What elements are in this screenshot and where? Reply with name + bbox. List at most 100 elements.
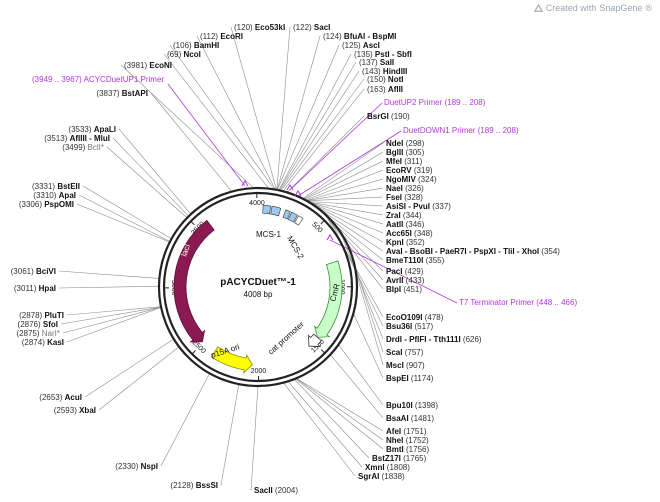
- site-label-left-2[interactable]: (3513) AflIII - MluI: [44, 134, 110, 143]
- site-label-left-12[interactable]: (2874) KasI: [22, 338, 64, 347]
- site-label-right-42[interactable]: BstZ17I (1765): [372, 454, 427, 463]
- site-label-right-0[interactable]: (120) Eco53kI: [234, 23, 285, 32]
- site-label-right-8[interactable]: (137) SalI: [359, 58, 394, 67]
- site-position: (3306): [19, 200, 42, 209]
- site-label-right-16[interactable]: MfeI (311): [386, 157, 423, 166]
- site-label-right-38[interactable]: BsaAI (1481): [386, 414, 434, 423]
- site-name: BlpI: [386, 285, 401, 294]
- site-label-right-9[interactable]: (3981) EcoNI: [124, 61, 172, 70]
- site-label-right-5[interactable]: (125) AscI: [342, 41, 380, 50]
- feature-MCS-1-a[interactable]: [262, 204, 272, 215]
- site-position: (1756): [406, 445, 429, 454]
- primer-label-1[interactable]: DuetUP2 Primer (189 .. 208): [384, 98, 486, 107]
- site-label-right-21[interactable]: AsiSI - PvuI (337): [386, 202, 451, 211]
- feature-cat-promoter[interactable]: [308, 333, 322, 348]
- leader-line: [196, 35, 276, 190]
- primer-label-2[interactable]: DuetDOWN1 Primer (189 .. 208): [403, 126, 519, 135]
- primer-name: DuetDOWN1 Primer: [403, 126, 478, 135]
- site-label-left-0[interactable]: (3837) BstAPI: [96, 89, 148, 98]
- site-label-right-11[interactable]: (150) NotI: [367, 75, 403, 84]
- site-label-right-23[interactable]: AatII (346): [386, 220, 425, 229]
- primer-label-3[interactable]: T7 Terminator Primer (448 .. 466): [459, 298, 577, 307]
- site-label-right-34[interactable]: ScaI (757): [386, 348, 424, 357]
- site-position: (319): [414, 166, 433, 175]
- primer-range: (448 .. 466): [536, 298, 577, 307]
- feature-MCS-2-a[interactable]: [282, 209, 291, 220]
- site-label-right-2[interactable]: (112) EcoRI: [200, 32, 243, 41]
- primer-label-0[interactable]: (3949 .. 3967) ACYCDuetUP1 Primer: [32, 75, 164, 84]
- site-label-right-22[interactable]: ZraI (344): [386, 211, 422, 220]
- site-label-right-13[interactable]: BsrGI (190): [367, 112, 410, 121]
- site-label-right-29[interactable]: AvrII (433): [386, 276, 425, 285]
- feature-MCS-1-b[interactable]: [270, 205, 282, 217]
- site-label-left-11[interactable]: (2875) NarI*: [16, 329, 60, 338]
- site-label-left-8[interactable]: (3011) HpaI: [14, 284, 56, 293]
- site-label-right-37[interactable]: Bpu10I (1398): [386, 401, 438, 410]
- site-label-right-1[interactable]: (122) SacI: [293, 23, 330, 32]
- site-label-right-43[interactable]: XmnI (1808): [365, 463, 410, 472]
- site-label-left-5[interactable]: (3310) ApaI: [33, 191, 76, 200]
- site-label-left-16[interactable]: (2128) BssSI: [170, 481, 218, 490]
- site-label-right-31[interactable]: EcoO109I (478): [386, 313, 444, 322]
- leader-line: [112, 137, 189, 217]
- site-name: EcoNI: [149, 61, 172, 70]
- site-label-right-4[interactable]: (106) BamHI: [173, 41, 219, 50]
- site-label-left-6[interactable]: (3306) PspOMI: [19, 200, 74, 209]
- site-label-right-44[interactable]: SgrAI (1838): [358, 472, 405, 481]
- site-label-left-7[interactable]: (3061) BciVI: [11, 267, 56, 276]
- site-name: EcoRV: [386, 166, 412, 175]
- site-label-right-6[interactable]: (69) NcoI: [167, 50, 201, 59]
- site-position: (122): [293, 23, 312, 32]
- snapgene-branding: Created with SnapGene ®: [533, 3, 652, 13]
- site-label-left-4[interactable]: (3331) BstEII: [32, 182, 80, 191]
- site-label-right-3[interactable]: (124) BfuAI - BspMI: [323, 32, 396, 41]
- site-label-right-20[interactable]: FseI (328): [386, 193, 423, 202]
- site-label-left-10[interactable]: (2876) SfoI: [18, 320, 58, 329]
- leader-line: [353, 313, 384, 379]
- site-name: KpnI: [386, 238, 404, 247]
- site-label-right-18[interactable]: NgoMIV (324): [386, 175, 437, 184]
- site-position: (3061): [11, 267, 34, 276]
- site-label-right-41[interactable]: BmtI (1756): [386, 445, 429, 454]
- site-label-right-33[interactable]: DrdI - PflFI - Tth111I (626): [386, 335, 482, 344]
- site-position: (106): [173, 41, 192, 50]
- leader-line: [84, 338, 174, 398]
- site-label-right-25[interactable]: KpnI (352): [386, 238, 425, 247]
- site-label-left-3[interactable]: (3499) BclI*: [62, 143, 104, 152]
- primer-name: ACYCDuetUP1 Primer: [84, 75, 165, 84]
- site-label-left-14[interactable]: (2593) XbaI: [54, 406, 96, 415]
- site-label-right-32[interactable]: Bsu36I (517): [386, 322, 433, 331]
- site-label-right-40[interactable]: NheI (1752): [386, 436, 429, 445]
- site-label-right-14[interactable]: NdeI (298): [386, 139, 425, 148]
- leader-line: [98, 346, 180, 411]
- site-label-left-1[interactable]: (3533) ApaLI: [68, 125, 116, 134]
- feature-p15A-ori[interactable]: [210, 346, 253, 374]
- site-label-right-24[interactable]: Acc65I (348): [386, 229, 433, 238]
- site-label-right-30[interactable]: BlpI (451): [386, 285, 422, 294]
- feature-MCS-2-b[interactable]: [287, 211, 298, 223]
- site-label-right-36[interactable]: BspEI (1174): [386, 374, 434, 383]
- site-label-right-15[interactable]: BglII (305): [386, 148, 425, 157]
- site-label-right-10[interactable]: (143) HindIII: [362, 67, 407, 76]
- site-label-right-45[interactable]: SacII (2004): [254, 486, 298, 495]
- site-position: (311): [404, 157, 422, 166]
- site-label-left-15[interactable]: (2330) NspI: [115, 462, 158, 471]
- site-label-right-28[interactable]: PacI (429): [386, 267, 424, 276]
- site-label-left-9[interactable]: (2878) PluTI: [19, 311, 64, 320]
- site-label-right-35[interactable]: MscI (907): [386, 361, 425, 370]
- site-label-right-19[interactable]: NaeI (326): [386, 184, 424, 193]
- site-label-right-12[interactable]: (163) AflII: [367, 85, 403, 94]
- leader-line: [295, 378, 384, 450]
- site-label-right-7[interactable]: (135) PstI - SbfI: [354, 50, 412, 59]
- site-label-right-27[interactable]: BmeT110I (355): [386, 256, 445, 265]
- feature-lacI[interactable]: [173, 219, 215, 343]
- site-label-right-26[interactable]: AvaI - BsoBI - PaeR7I - PspXI - TliI - X…: [386, 247, 560, 256]
- leader-line: [150, 92, 233, 192]
- site-name: Acc65I: [386, 229, 412, 238]
- feature-MCS-2-c[interactable]: [294, 215, 304, 226]
- site-position: (1751): [403, 427, 426, 436]
- site-label-left-13[interactable]: (2653) AcuI: [39, 393, 82, 402]
- site-label-right-17[interactable]: EcoRV (319): [386, 166, 433, 175]
- site-label-right-39[interactable]: AfeI (1751): [386, 427, 427, 436]
